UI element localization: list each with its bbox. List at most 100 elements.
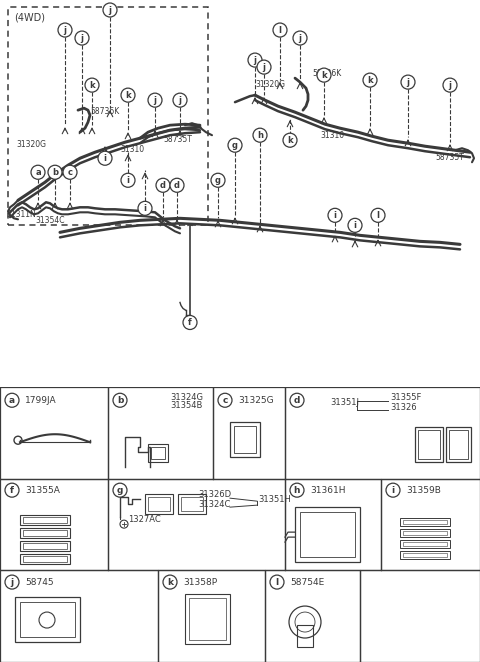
Bar <box>415 427 443 462</box>
Circle shape <box>386 483 400 497</box>
Text: (4WD): (4WD) <box>14 12 45 22</box>
Bar <box>20 554 70 564</box>
Circle shape <box>5 393 19 407</box>
Text: j: j <box>299 34 301 42</box>
Bar <box>234 426 256 453</box>
Circle shape <box>85 78 99 92</box>
Text: c: c <box>222 396 228 404</box>
Text: l: l <box>276 577 278 587</box>
Text: l: l <box>278 26 281 34</box>
Text: 1327AC: 1327AC <box>128 515 161 524</box>
Circle shape <box>211 173 225 187</box>
Bar <box>300 512 355 557</box>
Bar <box>15 597 80 642</box>
Text: 58736K: 58736K <box>90 107 119 116</box>
Text: g: g <box>117 486 123 495</box>
Text: j: j <box>81 34 84 42</box>
Bar <box>20 602 75 637</box>
Circle shape <box>173 93 187 107</box>
Text: j: j <box>63 26 67 34</box>
Text: 31351J: 31351J <box>330 399 359 407</box>
Text: k: k <box>89 81 95 89</box>
Text: i: i <box>127 176 130 185</box>
Bar <box>23 530 67 536</box>
Bar <box>181 497 203 511</box>
Circle shape <box>257 60 271 74</box>
Circle shape <box>290 483 304 497</box>
Bar <box>403 531 447 535</box>
Text: i: i <box>104 154 107 163</box>
Text: 1799JA: 1799JA <box>25 396 57 404</box>
Text: i: i <box>391 486 395 495</box>
Bar <box>295 507 360 562</box>
Text: 31326D: 31326D <box>198 490 231 499</box>
Bar <box>400 540 450 548</box>
Text: j: j <box>108 5 111 15</box>
Text: 58735T: 58735T <box>435 153 464 162</box>
Circle shape <box>317 68 331 82</box>
Circle shape <box>5 575 19 589</box>
Text: 58735T: 58735T <box>163 135 192 144</box>
Bar <box>403 542 447 546</box>
Bar <box>449 430 468 459</box>
Bar <box>20 541 70 551</box>
Text: 31324C: 31324C <box>198 500 230 509</box>
Circle shape <box>371 209 385 222</box>
Bar <box>23 556 67 562</box>
Bar <box>403 553 447 557</box>
Text: 31324G: 31324G <box>170 393 203 402</box>
Circle shape <box>273 23 287 37</box>
Text: j: j <box>407 77 409 87</box>
Bar <box>189 598 226 640</box>
Text: 31354C: 31354C <box>35 216 64 225</box>
Circle shape <box>75 31 89 45</box>
Text: i: i <box>334 211 336 220</box>
Text: 31326: 31326 <box>390 403 417 412</box>
Circle shape <box>113 393 127 407</box>
Bar <box>148 444 168 462</box>
Text: 31311N: 31311N <box>6 211 36 219</box>
Circle shape <box>293 31 307 45</box>
Circle shape <box>58 23 72 37</box>
Text: j: j <box>179 95 181 105</box>
Circle shape <box>163 575 177 589</box>
Circle shape <box>170 178 184 192</box>
Bar <box>23 543 67 549</box>
Text: c: c <box>68 167 72 177</box>
Text: g: g <box>215 176 221 185</box>
Bar <box>20 528 70 538</box>
Bar <box>446 427 471 462</box>
Text: d: d <box>174 181 180 190</box>
Text: 31310: 31310 <box>320 131 344 140</box>
Text: i: i <box>353 221 357 230</box>
Text: 31325G: 31325G <box>238 396 274 404</box>
Text: j: j <box>253 56 256 65</box>
Bar <box>400 529 450 537</box>
Bar <box>400 518 450 526</box>
Text: k: k <box>367 75 373 85</box>
Bar <box>230 422 260 457</box>
Circle shape <box>138 201 152 215</box>
Circle shape <box>270 575 284 589</box>
Bar <box>148 497 170 511</box>
Text: b: b <box>117 396 123 404</box>
Text: f: f <box>10 486 14 495</box>
Text: j: j <box>154 95 156 105</box>
Text: 31320G: 31320G <box>16 140 46 149</box>
Text: j: j <box>448 81 452 89</box>
Circle shape <box>103 3 117 17</box>
Circle shape <box>113 483 127 497</box>
Text: 31320G: 31320G <box>255 80 285 89</box>
Text: k: k <box>321 71 327 79</box>
Circle shape <box>31 166 45 179</box>
Text: h: h <box>257 130 263 140</box>
Circle shape <box>121 173 135 187</box>
Bar <box>185 594 230 644</box>
Text: 31361H: 31361H <box>310 486 346 495</box>
Text: f: f <box>188 318 192 327</box>
Text: 58736K: 58736K <box>312 69 341 78</box>
Circle shape <box>443 78 457 92</box>
Circle shape <box>183 316 197 330</box>
Text: a: a <box>35 167 41 177</box>
Circle shape <box>5 483 19 497</box>
